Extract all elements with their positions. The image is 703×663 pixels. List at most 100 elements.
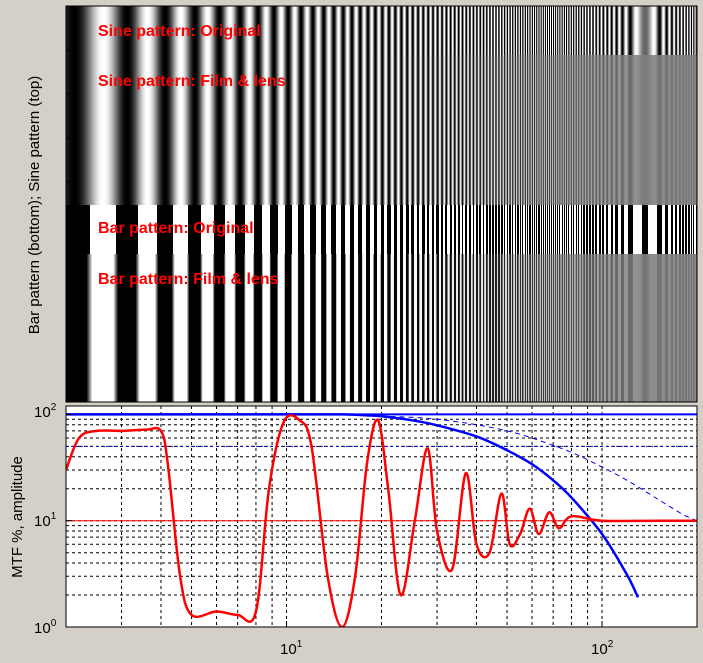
pattern-column	[86, 55, 88, 205]
pattern-column	[516, 6, 518, 55]
pattern-column	[452, 254, 454, 402]
pattern-column	[612, 55, 614, 205]
pattern-column	[387, 55, 389, 205]
pattern-column	[571, 55, 573, 205]
pattern-column	[113, 205, 115, 254]
pattern-column	[602, 205, 604, 254]
pattern-column	[606, 6, 608, 55]
pattern-column	[325, 254, 327, 402]
pattern-column	[468, 254, 470, 402]
pattern-column	[219, 6, 221, 55]
pattern-column	[507, 6, 509, 55]
pattern-column	[547, 254, 549, 402]
pattern-column	[394, 6, 396, 55]
pattern-column	[148, 55, 150, 205]
pattern-column	[249, 254, 251, 402]
pattern-column	[575, 55, 577, 205]
pattern-column	[474, 55, 476, 205]
pattern-column	[434, 55, 436, 205]
pattern-column	[217, 6, 219, 55]
pattern-column	[619, 254, 621, 402]
pattern-column	[128, 6, 130, 55]
pattern-column	[584, 254, 586, 402]
pattern-column	[393, 205, 395, 254]
pattern-column	[158, 254, 160, 402]
pattern-column	[309, 55, 311, 205]
pattern-column	[293, 205, 295, 254]
pattern-column	[453, 205, 455, 254]
pattern-column	[631, 254, 633, 402]
pattern-column	[595, 254, 597, 402]
pattern-column	[440, 205, 442, 254]
pattern-column	[250, 205, 252, 254]
pattern-column	[282, 205, 284, 254]
pattern-column	[376, 6, 378, 55]
pattern-column	[69, 254, 71, 402]
pattern-column	[68, 254, 70, 402]
pattern-column	[550, 6, 552, 55]
pattern-column	[162, 254, 164, 402]
pattern-column	[643, 55, 645, 205]
pattern-column	[417, 205, 419, 254]
pattern-column	[436, 254, 438, 402]
pattern-column	[185, 6, 187, 55]
pattern-column	[507, 55, 509, 205]
pattern-column	[344, 6, 346, 55]
pattern-column	[347, 55, 349, 205]
pattern-column	[367, 205, 369, 254]
pattern-column	[684, 55, 686, 205]
pattern-column	[246, 6, 248, 55]
pattern-column	[352, 55, 354, 205]
pattern-column	[661, 55, 663, 205]
pattern-column	[688, 6, 690, 55]
pattern-column	[465, 205, 467, 254]
pattern-column	[669, 254, 671, 402]
pattern-column	[431, 254, 433, 402]
pattern-column	[359, 55, 361, 205]
pattern-column	[314, 55, 316, 205]
pattern-column	[386, 6, 388, 55]
pattern-column	[424, 254, 426, 402]
pattern-column	[387, 254, 389, 402]
pattern-column	[247, 55, 249, 205]
pattern-column	[141, 55, 143, 205]
pattern-column	[324, 6, 326, 55]
pattern-column	[466, 205, 468, 254]
pattern-column	[603, 254, 605, 402]
pattern-column	[534, 6, 536, 55]
pattern-column	[379, 55, 381, 205]
pattern-column	[104, 6, 106, 55]
pattern-column	[480, 55, 482, 205]
pattern-column	[543, 55, 545, 205]
pattern-column	[610, 6, 612, 55]
pattern-column	[648, 55, 650, 205]
pattern-column	[551, 55, 553, 205]
pattern-column	[103, 205, 105, 254]
pattern-column	[188, 254, 190, 402]
pattern-column	[322, 254, 324, 402]
pattern-column	[322, 205, 324, 254]
pattern-column	[268, 254, 270, 402]
pattern-column	[513, 55, 515, 205]
pattern-column	[425, 254, 427, 402]
pattern-column	[429, 254, 431, 402]
pattern-column	[368, 205, 370, 254]
pattern-column	[395, 6, 397, 55]
pattern-column	[162, 6, 164, 55]
pattern-column	[632, 205, 634, 254]
pattern-column	[610, 55, 612, 205]
pattern-column	[628, 6, 630, 55]
pattern-column	[434, 6, 436, 55]
pattern-column	[416, 6, 418, 55]
pattern-column	[404, 55, 406, 205]
pattern-column	[406, 55, 408, 205]
pattern-column	[480, 254, 482, 402]
pattern-column	[130, 205, 132, 254]
pattern-column	[100, 254, 102, 402]
pattern-column	[541, 6, 543, 55]
pattern-column	[574, 6, 576, 55]
pattern-column	[559, 254, 561, 402]
pattern-column	[170, 254, 172, 402]
pattern-column	[668, 254, 670, 402]
pattern-column	[298, 254, 300, 402]
